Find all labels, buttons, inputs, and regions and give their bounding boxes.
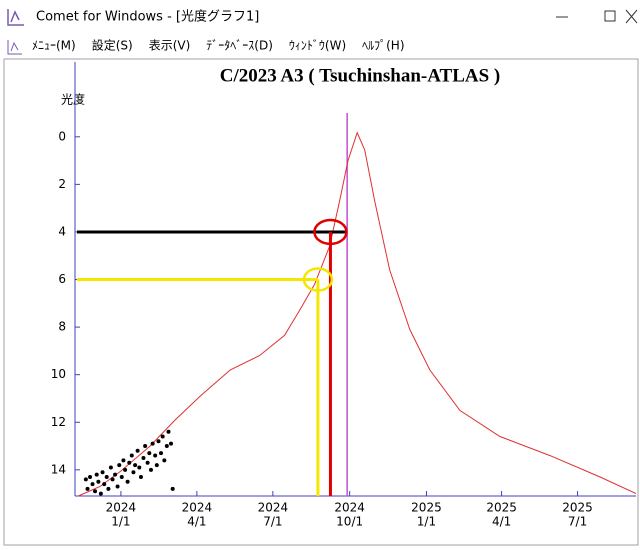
- menu-item[interactable]: 設定(S): [92, 38, 133, 53]
- x-tick-year: 2024: [334, 501, 365, 515]
- observation-point: [145, 460, 150, 465]
- observation-point: [98, 491, 103, 496]
- observation-point: [90, 482, 95, 487]
- observation-point: [135, 448, 140, 453]
- close-button[interactable]: [625, 9, 638, 24]
- app-icon: [7, 9, 24, 26]
- observation-point: [123, 467, 128, 472]
- y-tick-label: 12: [51, 415, 66, 429]
- observation-point: [160, 434, 165, 439]
- menu-bar: [0, 33, 640, 59]
- x-tick-date: 10/1: [336, 515, 363, 529]
- observation-point: [156, 439, 161, 444]
- maximize-button[interactable]: [604, 10, 616, 22]
- observation-point: [115, 484, 120, 489]
- guide-circle: [313, 218, 348, 246]
- y-tick-label: 10: [51, 367, 66, 381]
- menu-item[interactable]: ﾒﾆｭｰ(M): [32, 39, 76, 53]
- observation-point: [94, 472, 99, 477]
- window-title: Comet for Windows - [光度グラフ1]: [36, 9, 259, 25]
- x-tick-year: 2024: [106, 501, 137, 515]
- observation-point: [150, 441, 155, 446]
- chart-panel: [3, 58, 639, 546]
- observation-point: [141, 455, 146, 460]
- observation-point: [85, 486, 90, 491]
- menu-item[interactable]: 表示(V): [149, 39, 191, 53]
- observation-point: [166, 429, 171, 434]
- x-tick-date: 7/1: [263, 515, 282, 529]
- observation-point: [100, 470, 105, 475]
- y-tick-label: 0: [58, 129, 66, 143]
- y-tick-label: 14: [51, 462, 66, 476]
- child-icon: [7, 40, 22, 55]
- observation-point: [147, 451, 152, 456]
- observation-point: [169, 441, 174, 446]
- observation-point: [158, 451, 163, 456]
- observation-point: [119, 474, 124, 479]
- observation-point: [117, 463, 122, 468]
- observation-point: [121, 458, 126, 463]
- x-tick-year: 2025: [562, 501, 593, 515]
- observation-point: [162, 458, 167, 463]
- observation-point: [164, 444, 169, 449]
- observation-point: [110, 477, 115, 482]
- x-tick-date: 1/1: [417, 515, 436, 529]
- observation-point: [125, 479, 130, 484]
- observation-point: [153, 453, 158, 458]
- x-tick-date: 4/1: [492, 515, 511, 529]
- observation-point: [83, 477, 88, 482]
- y-axis-label: 光度: [61, 92, 85, 107]
- observation-point: [104, 474, 109, 479]
- y-tick-label: 6: [58, 272, 66, 286]
- observation-point: [127, 460, 132, 465]
- observation-point: [102, 482, 107, 487]
- observation-point: [137, 465, 142, 470]
- observation-point: [129, 453, 134, 458]
- light-curve: [78, 131, 637, 497]
- observation-point: [88, 474, 93, 479]
- observation-point: [131, 470, 136, 475]
- menu-item[interactable]: ﾍﾙﾌﾟ(H): [362, 39, 404, 53]
- observation-point: [138, 474, 143, 479]
- observation-point: [148, 467, 153, 472]
- x-tick-date: 7/1: [568, 515, 587, 529]
- observation-point: [170, 486, 175, 491]
- x-tick-date: 4/1: [187, 515, 206, 529]
- chart-title: C/2023 A3 ( Tsuchinshan-ATLAS ): [220, 65, 501, 86]
- x-tick-year: 2024: [182, 501, 213, 515]
- observation-point: [113, 472, 118, 477]
- y-tick-label: 8: [58, 320, 66, 334]
- observation-point: [108, 465, 113, 470]
- menu-item[interactable]: ﾃﾞｰﾀﾍﾞｰｽ(D): [206, 39, 273, 53]
- x-tick-year: 2025: [411, 501, 442, 515]
- menu-item[interactable]: ｳｨﾝﾄﾞｳ(W): [289, 39, 346, 53]
- y-tick-label: 4: [58, 224, 66, 238]
- x-tick-date: 1/1: [111, 515, 130, 529]
- guide-circle: [302, 267, 334, 292]
- observation-point: [133, 463, 138, 468]
- observation-point: [154, 463, 159, 468]
- y-tick-label: 2: [58, 177, 66, 191]
- observation-point: [106, 486, 111, 491]
- x-tick-year: 2025: [486, 501, 517, 515]
- observation-point: [96, 479, 101, 484]
- x-tick-year: 2024: [258, 501, 289, 515]
- observation-point: [93, 489, 98, 494]
- observation-point: [143, 444, 148, 449]
